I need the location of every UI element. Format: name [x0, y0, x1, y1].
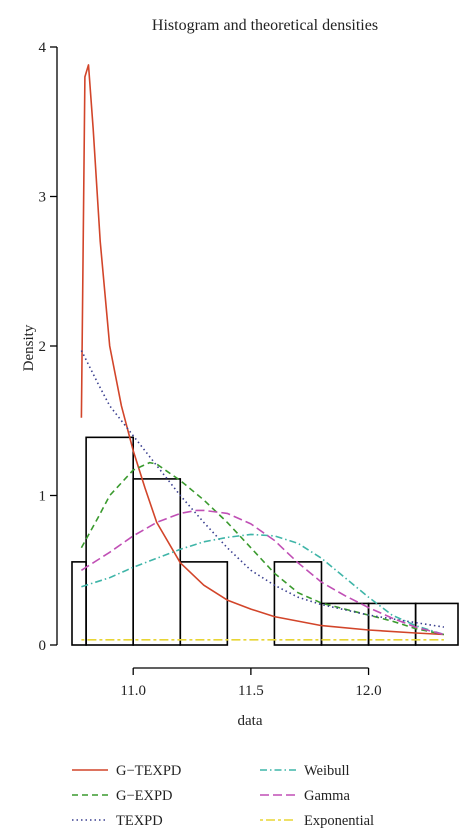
x-tick-label: 11.5	[238, 683, 264, 699]
y-tick-label: 2	[39, 339, 47, 355]
density-curve-gamma	[80, 509, 445, 636]
legend: G−TEXPD G−EXPD TEXPD Weibull Gamma Exponentia…	[72, 763, 374, 829]
legend-label: G−TEXPD	[116, 763, 181, 779]
legend-item: Gamma	[260, 788, 350, 804]
legend-label: Gamma	[304, 788, 350, 804]
histogram-bar	[71, 561, 87, 646]
x-axis: 11.0 11.5 12.0	[120, 667, 382, 699]
legend-item: Exponential	[260, 813, 374, 829]
chart-title: Histogram and theoretical densities	[152, 17, 378, 34]
legend-item: G−TEXPD	[72, 763, 181, 779]
density-curve-texpd	[80, 350, 445, 628]
legend-item: TEXPD	[72, 813, 163, 829]
x-tick-label: 12.0	[355, 683, 381, 699]
legend-label: Exponential	[304, 813, 374, 829]
legend-label: TEXPD	[116, 813, 163, 829]
y-axis-label: Density	[21, 324, 37, 371]
y-axis: 0 1 2 3 4	[39, 40, 58, 654]
y-tick-label: 3	[39, 190, 47, 206]
legend-label: G−EXPD	[116, 788, 173, 804]
x-axis-label: data	[238, 713, 263, 729]
x-tick-label: 11.0	[120, 683, 146, 699]
density-curves	[80, 64, 445, 641]
legend-label: Weibull	[304, 763, 350, 779]
legend-item: Weibull	[260, 763, 350, 779]
y-tick-label: 0	[39, 638, 47, 654]
histogram-bar	[414, 602, 459, 646]
histogram-bar	[367, 602, 417, 646]
histogram-bar	[132, 478, 182, 646]
density-curve-g-texpd	[80, 64, 444, 636]
y-tick-label: 1	[39, 489, 47, 505]
histogram-bar	[273, 561, 323, 646]
density-curve-weibull	[81, 533, 445, 636]
histogram-bar	[179, 561, 229, 646]
density-curve-g-expd	[80, 461, 445, 636]
y-tick-label: 4	[39, 40, 47, 56]
legend-item: G−EXPD	[72, 788, 173, 804]
